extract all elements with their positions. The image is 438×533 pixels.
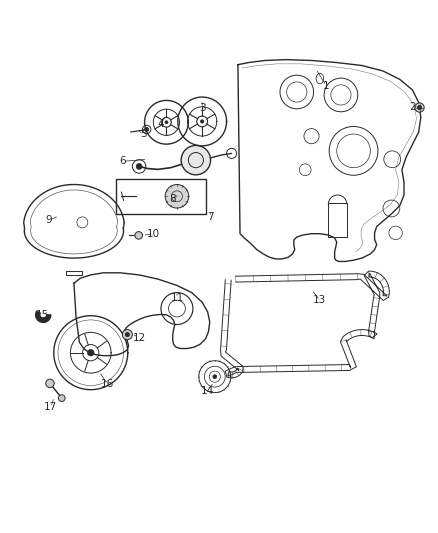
Circle shape: [136, 164, 142, 169]
Text: 8: 8: [170, 194, 176, 204]
Text: 12: 12: [132, 333, 146, 343]
Circle shape: [213, 375, 217, 378]
Circle shape: [415, 103, 424, 112]
Text: 17: 17: [44, 402, 57, 413]
Text: 7: 7: [207, 212, 214, 222]
Circle shape: [181, 146, 211, 175]
Circle shape: [145, 127, 149, 132]
Text: 13: 13: [313, 295, 327, 305]
Text: 4: 4: [158, 118, 164, 128]
Text: 5: 5: [140, 129, 147, 139]
Circle shape: [165, 184, 189, 208]
Text: 16: 16: [101, 379, 114, 389]
Circle shape: [417, 106, 422, 110]
Circle shape: [125, 333, 130, 337]
Text: 10: 10: [147, 229, 160, 239]
Wedge shape: [35, 311, 51, 322]
Circle shape: [46, 379, 54, 387]
Text: 14: 14: [201, 385, 214, 395]
Circle shape: [58, 395, 65, 401]
Text: 6: 6: [119, 156, 126, 166]
Text: 3: 3: [199, 103, 205, 114]
Text: 11: 11: [170, 293, 184, 303]
Text: 1: 1: [323, 80, 329, 91]
Circle shape: [135, 232, 142, 239]
Circle shape: [201, 120, 204, 123]
Circle shape: [165, 121, 168, 124]
Circle shape: [88, 350, 94, 356]
Text: 15: 15: [36, 310, 49, 320]
Text: 2: 2: [409, 102, 416, 112]
Circle shape: [122, 329, 132, 340]
Text: 9: 9: [46, 215, 52, 225]
